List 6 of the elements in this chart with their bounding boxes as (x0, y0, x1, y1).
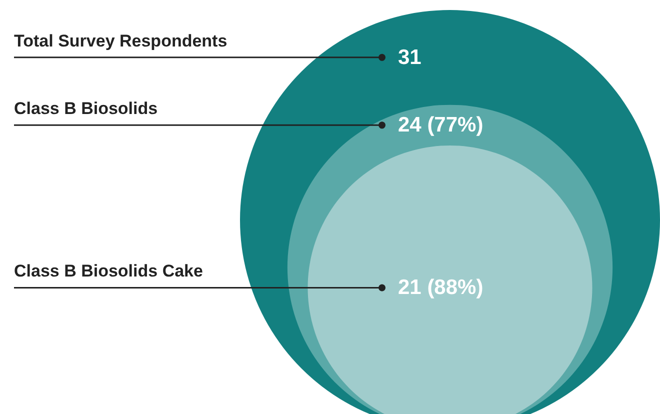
data-label: 31 (398, 46, 422, 69)
data-label: 24 (77%) (398, 114, 484, 137)
category-label: Class B Biosolids (14, 99, 158, 118)
data-label: 21 (88%) (398, 276, 484, 300)
category-label: Class B Biosolids Cake (14, 262, 203, 281)
category-label: Total Survey Respondents (14, 31, 228, 50)
